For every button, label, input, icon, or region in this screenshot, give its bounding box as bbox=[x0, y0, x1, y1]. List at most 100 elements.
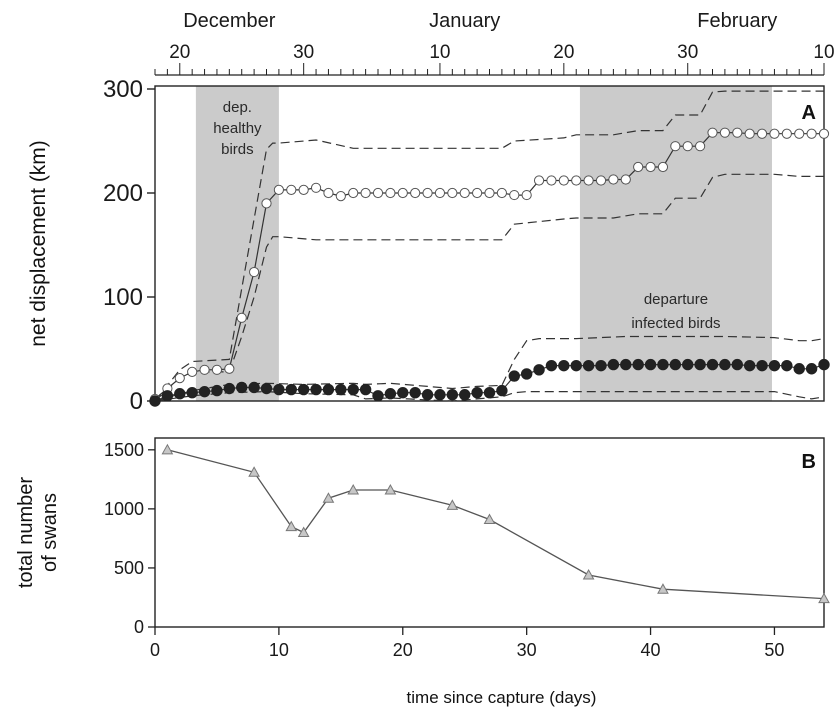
open-circle-data-point bbox=[434, 187, 446, 199]
open-circle-data-point bbox=[360, 187, 371, 199]
y-tick-label: 0 bbox=[130, 388, 143, 415]
open-circle-data-point bbox=[273, 184, 284, 195]
filled-circle-data-point bbox=[632, 358, 644, 371]
open-circle-data-point bbox=[496, 187, 507, 199]
open-circle-data-point bbox=[818, 128, 830, 139]
triangle-data-point bbox=[483, 513, 496, 525]
x-tick-label: 10 bbox=[269, 640, 289, 660]
filled-circle-data-point bbox=[496, 384, 508, 397]
filled-circle-data-point bbox=[719, 358, 731, 371]
panel-a-y-axis: 0 100 200 300 bbox=[103, 76, 155, 415]
triangle-data-point bbox=[161, 443, 174, 455]
open-circle-data-point bbox=[211, 364, 223, 375]
triangle-data-point bbox=[818, 592, 830, 604]
panel-b-series bbox=[161, 443, 830, 604]
filled-circle-data-point bbox=[805, 363, 818, 375]
triangle-data-point bbox=[582, 568, 595, 580]
open-circle-data-point bbox=[546, 175, 557, 186]
filled-circle-data-point bbox=[459, 389, 471, 401]
filled-circle-data-point bbox=[260, 382, 273, 395]
y-tick-label: 1000 bbox=[104, 499, 144, 519]
shaded-region-2-label-line: infected birds bbox=[631, 315, 720, 332]
month-label: February bbox=[697, 10, 777, 32]
open-circle-data-point bbox=[323, 187, 334, 199]
triangle-data-point bbox=[322, 492, 335, 503]
filled-circle-data-point bbox=[347, 383, 359, 396]
open-circle-data-point bbox=[236, 312, 247, 323]
panel-b-y-axis-label-line: of swans bbox=[39, 493, 61, 572]
open-circle-data-point bbox=[695, 141, 706, 152]
open-circle-data-point bbox=[620, 174, 631, 185]
open-circle-data-point bbox=[682, 141, 693, 152]
open-circle-data-point bbox=[707, 127, 718, 138]
open-circle-data-point bbox=[335, 191, 346, 202]
filled-circle-data-point bbox=[657, 358, 669, 371]
filled-circle-data-point bbox=[607, 358, 620, 371]
shaded-region-1 bbox=[195, 86, 279, 401]
y-tick-label: 200 bbox=[103, 180, 143, 207]
x-axis-label: time since capture (days) bbox=[407, 688, 597, 707]
open-circle-data-point bbox=[261, 198, 272, 209]
filled-circle-data-point bbox=[174, 388, 186, 400]
triangle-data-point bbox=[248, 466, 260, 477]
filled-circle-data-point bbox=[818, 358, 830, 371]
open-circle-data-point bbox=[719, 127, 730, 138]
y-tick-label: 1500 bbox=[104, 440, 144, 460]
filled-circle-data-point bbox=[570, 359, 582, 372]
open-circle-data-point bbox=[521, 189, 532, 201]
open-circle-data-point bbox=[608, 174, 619, 185]
panel-a-series bbox=[149, 90, 830, 407]
filled-circle-data-point bbox=[285, 383, 297, 396]
filled-circle-data-point bbox=[421, 389, 434, 401]
open-circle-data-point bbox=[422, 187, 433, 199]
open-circle-data-point bbox=[298, 184, 309, 195]
triangle-data-point bbox=[384, 483, 397, 495]
open-circle-data-point bbox=[670, 141, 681, 152]
filled-circle-data-point bbox=[223, 382, 236, 395]
filled-circle-data-point bbox=[409, 386, 421, 399]
open-circle-data-point bbox=[595, 175, 607, 186]
open-circle-data-point bbox=[385, 187, 396, 199]
filled-circle-data-point bbox=[595, 359, 607, 372]
filled-circle-data-point bbox=[310, 383, 322, 396]
panel-b-label: B bbox=[802, 451, 816, 473]
panel-a-y-axis-label: net displacement (km) bbox=[27, 140, 50, 347]
open-circle-data-point bbox=[249, 266, 260, 278]
filled-circle-data-point bbox=[384, 388, 397, 400]
shaded-region-1-label-line: dep. bbox=[223, 99, 252, 116]
filled-circle-data-point bbox=[297, 383, 310, 396]
month-label: January bbox=[429, 10, 500, 32]
top-date-tick-label: 30 bbox=[293, 42, 314, 63]
filled-circle-data-point bbox=[236, 381, 248, 394]
open-circle-data-point bbox=[756, 128, 768, 139]
filled-circle-data-point bbox=[620, 358, 632, 371]
panel-b-y-axis: 0 500 1000 1500 bbox=[104, 440, 155, 637]
top-date-tick-label: 10 bbox=[813, 42, 834, 63]
panel-a-top-date-axis: 20 30 10 20 30 10 December January February bbox=[154, 10, 835, 76]
filled-circle-data-point bbox=[198, 385, 211, 398]
filled-circle-data-point bbox=[211, 384, 223, 397]
triangle-data-point bbox=[446, 499, 459, 510]
filled-circle-data-point bbox=[186, 386, 198, 399]
open-circle-data-point bbox=[484, 187, 495, 199]
open-circle-data-point bbox=[806, 128, 817, 139]
top-date-tick-label: 30 bbox=[677, 42, 698, 63]
filled-circle-data-point bbox=[731, 358, 743, 371]
filled-circle-data-point bbox=[434, 389, 446, 401]
filled-circle-data-point bbox=[781, 359, 793, 372]
x-tick-label: 20 bbox=[393, 640, 413, 660]
filled-circle-data-point bbox=[669, 358, 682, 371]
triangle-data-point bbox=[347, 483, 360, 495]
dashed-bound-line-3 bbox=[154, 173, 824, 402]
dashed-bound-line-5 bbox=[154, 390, 825, 402]
filled-circle-data-point bbox=[743, 359, 756, 372]
open-circle-data-point bbox=[447, 187, 458, 199]
triangle-data-point bbox=[285, 520, 298, 532]
triangle-data-point bbox=[297, 526, 310, 537]
triangle-data-point bbox=[657, 583, 669, 594]
open-circle-data-point bbox=[645, 161, 656, 173]
filled-circle-data-point bbox=[706, 358, 719, 371]
y-tick-label: 500 bbox=[114, 558, 144, 578]
shaded-region-2 bbox=[579, 86, 772, 401]
panel-b-y-axis-label: total number of swans bbox=[15, 477, 61, 589]
